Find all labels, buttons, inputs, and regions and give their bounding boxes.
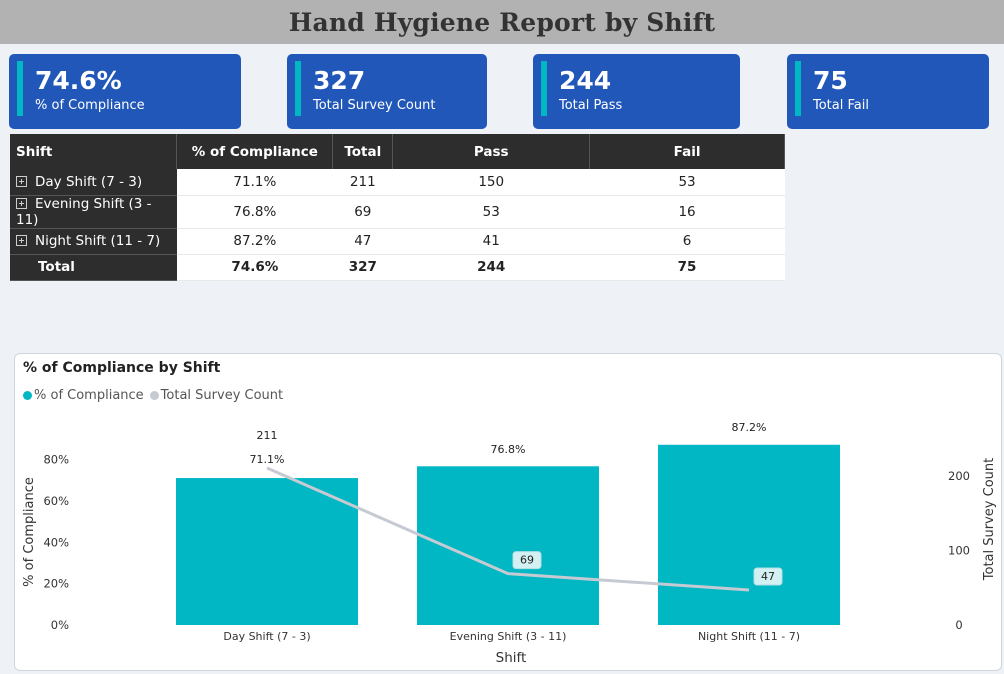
legend-item-compliance[interactable]: % of Compliance — [23, 388, 144, 403]
chart-plot: 0% 20% 40% 60% 80% 0 100 200 % of Compliance Tota… — [22, 421, 997, 666]
chart-legend: % of Compliance Total Survey Count — [23, 388, 283, 403]
kpi-accent-bar — [295, 61, 301, 116]
legend-label: % of Compliance — [34, 388, 144, 403]
compliance-cell: 87.2% — [176, 228, 333, 255]
line-data-label: 47 — [761, 570, 775, 583]
kpi-card-total-survey[interactable]: 327 Total Survey Count — [287, 54, 487, 129]
x-tick-label: Evening Shift (3 - 11) — [450, 630, 567, 643]
shift-label: Evening Shift (3 - 11) — [16, 195, 152, 228]
fail-cell: 16 — [589, 195, 785, 229]
x-axis-title: Shift — [496, 650, 527, 666]
y2-tick-label: 0 — [955, 618, 962, 632]
x-tick-label: Day Shift (7 - 3) — [223, 630, 310, 643]
y-tick-label: 80% — [43, 453, 69, 467]
kpi-value: 327 — [313, 66, 366, 95]
fail-cell: 75 — [589, 254, 785, 281]
line-data-label: 211 — [257, 429, 278, 442]
kpi-value: 244 — [559, 66, 612, 95]
kpi-card-total-pass[interactable]: 244 Total Pass — [533, 54, 740, 129]
line-data-label: 69 — [520, 554, 534, 567]
column-header-compliance[interactable]: % of Compliance — [176, 134, 334, 169]
line-data-label-box — [753, 567, 783, 586]
column-header-total[interactable]: Total — [332, 134, 394, 169]
kpi-accent-bar — [795, 61, 801, 116]
kpi-label: Total Fail — [813, 98, 869, 113]
chart-title: % of Compliance by Shift — [23, 360, 221, 376]
shift-matrix-table: Shift % of Compliance Total Pass Fail Da… — [10, 134, 785, 281]
row-header-cell: Night Shift (11 - 7) — [10, 228, 177, 255]
table-total-row: Total 74.6% 327 244 75 — [10, 254, 785, 281]
pass-cell: 244 — [392, 254, 590, 281]
kpi-value: 74.6% — [35, 66, 122, 95]
compliance-cell: 71.1% — [176, 169, 333, 196]
column-header-fail[interactable]: Fail — [589, 134, 785, 169]
legend-dot-icon — [149, 391, 159, 400]
report-title-bar: Hand Hygiene Report by Shift — [0, 0, 1004, 44]
kpi-card-compliance[interactable]: 74.6% % of Compliance — [9, 54, 241, 129]
kpi-accent-bar — [17, 61, 23, 116]
legend-item-survey-count[interactable]: Total Survey Count — [149, 388, 284, 403]
y2-axis-title: Total Survey Count — [982, 458, 997, 581]
kpi-label: Total Pass — [559, 98, 623, 113]
kpi-label: % of Compliance — [35, 98, 145, 113]
bar-data-label: 87.2% — [732, 421, 767, 434]
y-axis-title: % of Compliance — [22, 477, 37, 587]
compliance-chart-card[interactable]: % of Compliance by Shift % of Compliance… — [14, 353, 1002, 671]
pass-cell: 41 — [392, 228, 590, 255]
total-label: Total — [10, 254, 177, 281]
column-header-shift[interactable]: Shift — [10, 134, 178, 169]
row-header-cell: Evening Shift (3 - 11) — [10, 195, 177, 229]
table-row: Evening Shift (3 - 11) 76.8% 69 53 16 — [10, 195, 785, 229]
line-data-label-box — [512, 551, 542, 570]
expand-plus-icon[interactable] — [16, 197, 27, 209]
kpi-value: 75 — [813, 66, 848, 95]
y-tick-label: 20% — [43, 577, 69, 591]
shift-label: Day Shift (7 - 3) — [35, 173, 143, 190]
kpi-accent-bar — [541, 61, 547, 116]
total-cell: 211 — [332, 169, 393, 196]
bar-data-label: 71.1% — [250, 453, 285, 466]
expand-plus-icon[interactable] — [16, 175, 27, 187]
table-header-row: Shift % of Compliance Total Pass Fail — [10, 134, 785, 169]
fail-cell: 53 — [589, 169, 785, 196]
fail-cell: 6 — [589, 228, 785, 255]
row-header-cell: Day Shift (7 - 3) — [10, 169, 177, 196]
pass-cell: 53 — [392, 195, 590, 229]
y-tick-label: 60% — [43, 494, 69, 508]
shift-label: Night Shift (11 - 7) — [35, 233, 161, 249]
compliance-cell: 74.6% — [176, 254, 333, 281]
y-tick-label: 0% — [51, 618, 69, 632]
y2-tick-label: 200 — [948, 469, 970, 483]
compliance-cell: 76.8% — [176, 195, 333, 229]
kpi-label: Total Survey Count — [313, 98, 436, 113]
kpi-card-total-fail[interactable]: 75 Total Fail — [787, 54, 989, 129]
x-tick-label: Night Shift (11 - 7) — [698, 630, 800, 643]
bar-data-label: 76.8% — [491, 443, 526, 456]
pass-cell: 150 — [392, 169, 590, 196]
column-header-pass[interactable]: Pass — [392, 134, 591, 169]
compliance-bar — [658, 444, 840, 625]
total-cell: 47 — [332, 228, 393, 255]
survey-count-line — [266, 466, 750, 592]
total-cell: 327 — [332, 254, 393, 281]
legend-label: Total Survey Count — [160, 388, 284, 403]
y-tick-label: 40% — [43, 535, 69, 549]
y2-tick-label: 100 — [948, 544, 970, 558]
table-row: Night Shift (11 - 7) 87.2% 47 41 6 — [10, 228, 785, 255]
table-row: Day Shift (7 - 3) 71.1% 211 150 53 — [10, 169, 785, 196]
page-title: Hand Hygiene Report by Shift — [288, 7, 716, 37]
expand-plus-icon[interactable] — [16, 235, 27, 246]
total-cell: 69 — [332, 195, 393, 229]
legend-dot-icon — [23, 391, 32, 400]
compliance-bar — [176, 478, 358, 625]
